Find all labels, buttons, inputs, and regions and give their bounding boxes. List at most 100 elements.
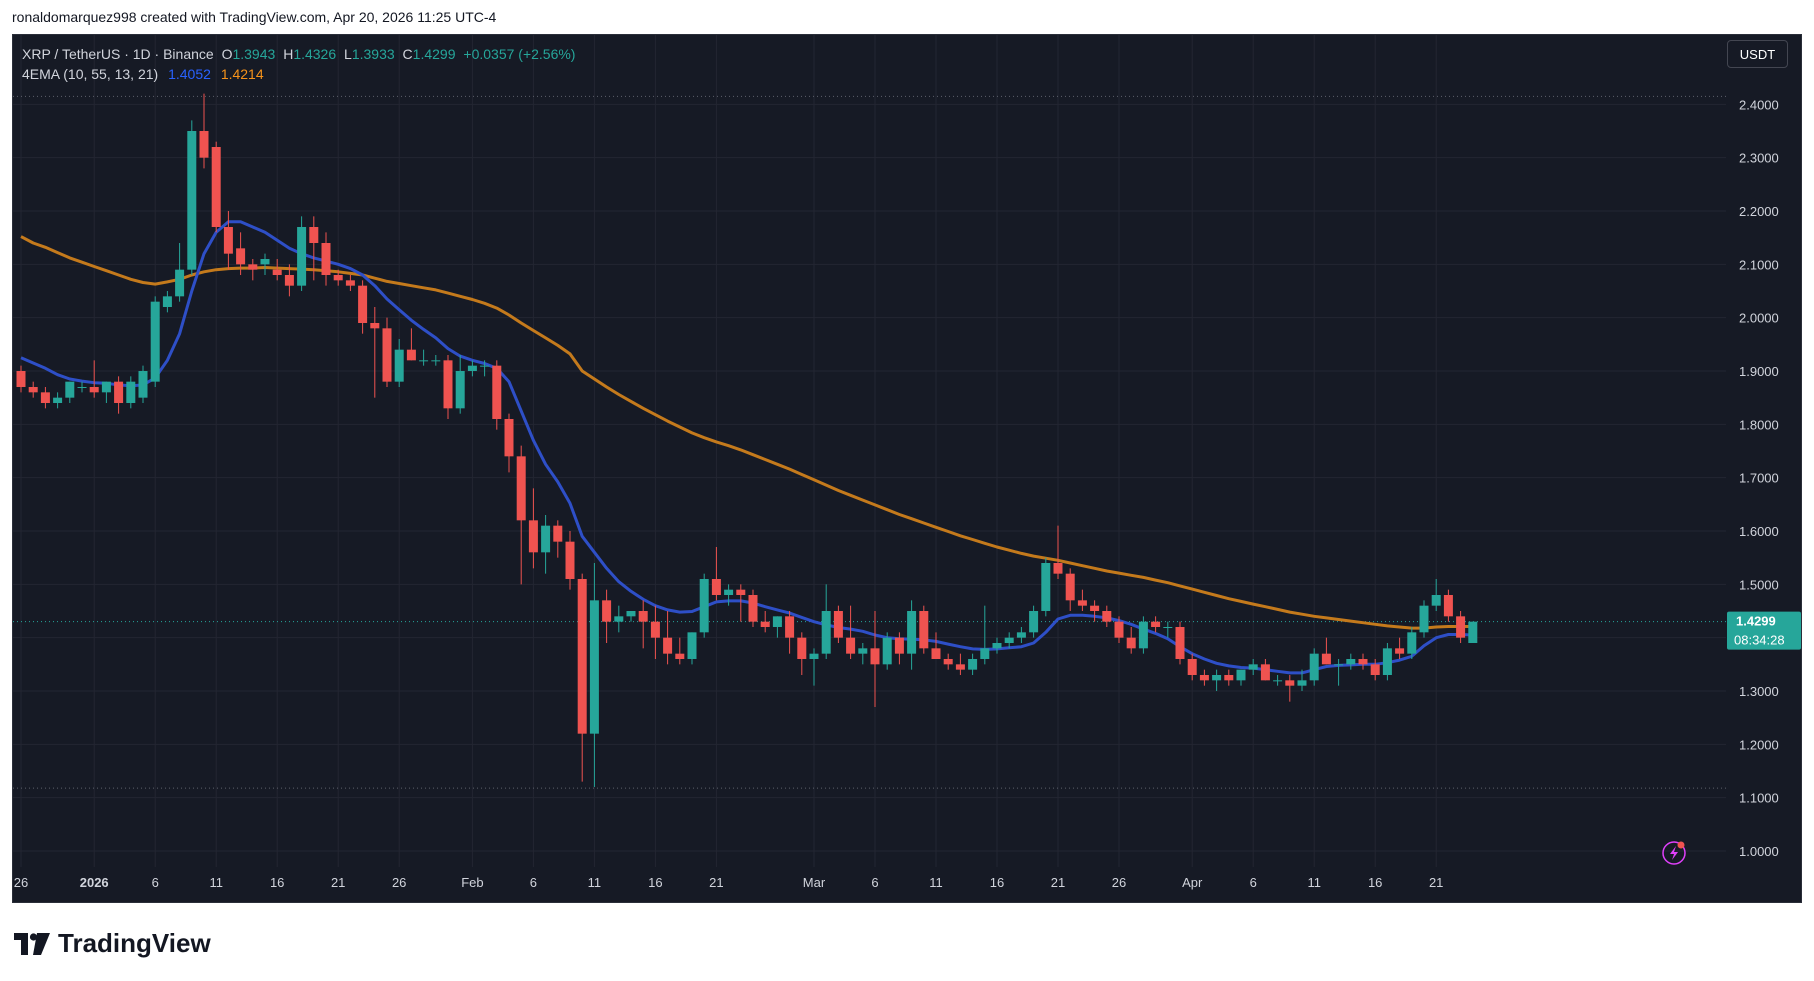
candle [223,211,233,270]
close-value: 1.4299 [412,46,456,62]
last-price-value: 1.4299 [1736,614,1776,629]
candle [1419,600,1429,638]
candle [699,573,709,638]
x-tick-label: 6 [1250,875,1257,890]
attribution-text: ronaldomarquez998 created with TradingVi… [12,9,497,25]
x-tick-label: Mar [803,875,826,890]
candle [1138,616,1148,654]
candle [1199,669,1209,686]
x-tick-label: 26 [392,875,406,890]
x-tick-label: 11 [929,875,943,890]
candle [1236,669,1246,686]
candle [955,653,965,675]
x-tick-label: Feb [461,875,483,890]
candle [358,280,368,334]
candle [199,93,209,169]
candle [65,381,75,403]
ema-long-line [20,235,1473,630]
candle [101,381,111,403]
candle [345,275,355,291]
candle [53,392,63,409]
x-tick-label: 16 [648,875,662,890]
y-tick-label: 2.3000 [1739,151,1779,166]
y-tick-label: 1.0000 [1739,844,1779,859]
low-label: L [344,46,352,62]
symbol-row: XRP / TetherUS · 1D · Binance O1.3943 H1… [22,44,575,64]
candle [467,360,477,377]
ema-short-value: 1.4052 [168,66,211,82]
candle [809,648,819,686]
x-tick-label: 6 [530,875,537,890]
y-tick-label: 2.4000 [1739,97,1779,112]
candle [1016,627,1026,643]
candle [1175,621,1185,665]
change-value: +0.0357 (+2.56%) [463,46,576,62]
candle [443,355,453,419]
y-tick-label: 2.2000 [1739,204,1779,219]
y-tick-label: 1.1000 [1739,791,1779,806]
candle [1358,653,1368,670]
y-tick-label: 2.1000 [1739,257,1779,272]
tradingview-logo-text: TradingView [58,928,211,958]
candle [1114,616,1124,643]
candle [663,611,673,665]
candle [1126,627,1136,654]
candle [1077,589,1087,611]
x-tick-label: Apr [1182,875,1203,890]
candle [382,317,392,387]
x-tick-label: 11 [588,875,602,890]
y-tick-label: 1.2000 [1739,737,1779,752]
candle [211,141,221,233]
candle [626,611,636,622]
chart-frame[interactable] [12,34,1802,903]
candle [968,653,978,675]
candle [114,376,124,414]
y-tick-label: 2.0000 [1739,311,1779,326]
candle [455,355,465,414]
candle [1163,621,1173,638]
y-tick-label: 1.7000 [1739,471,1779,486]
candle [650,605,660,659]
candle [126,376,136,409]
candle [309,216,319,281]
candle [284,264,294,297]
candle [1346,653,1356,670]
candle [528,488,538,569]
price-chart[interactable]: 1.00001.10001.20001.30001.40001.50001.60… [13,35,1801,902]
candle [1407,627,1417,659]
candle [516,445,526,585]
currency-button[interactable]: USDT [1727,40,1788,68]
candle [931,632,941,659]
x-tick-label: 11 [1307,875,1321,890]
x-tick-label: 26 [1112,875,1126,890]
candle [1090,600,1100,622]
symbol-title[interactable]: XRP / TetherUS · 1D · Binance [22,46,214,62]
candle [760,611,770,633]
candle [638,600,648,649]
candle [1468,621,1478,643]
lightning-icon[interactable] [1662,841,1686,865]
y-tick-label: 1.9000 [1739,364,1779,379]
candle [943,653,953,670]
candle [577,573,587,782]
candle [187,120,197,275]
x-tick-label: 11 [209,875,223,890]
candle [504,413,514,473]
y-tick-label: 1.8000 [1739,417,1779,432]
bar-countdown: 08:34:28 [1734,633,1785,648]
candle [138,365,148,403]
candle [1370,659,1380,681]
x-tick-label: 21 [709,875,723,890]
candle [1285,675,1295,702]
candle [1395,637,1405,659]
ema-indicator-label[interactable]: 4EMA (10, 55, 13, 21) [22,66,159,82]
candle [236,232,246,275]
candle [980,605,990,665]
candle [431,355,441,366]
candle [687,632,697,665]
candle [894,632,904,665]
x-tick-label: 16 [270,875,284,890]
ema-long-value: 1.4214 [220,66,264,82]
x-tick-label: 6 [871,875,878,890]
candle [711,547,721,601]
